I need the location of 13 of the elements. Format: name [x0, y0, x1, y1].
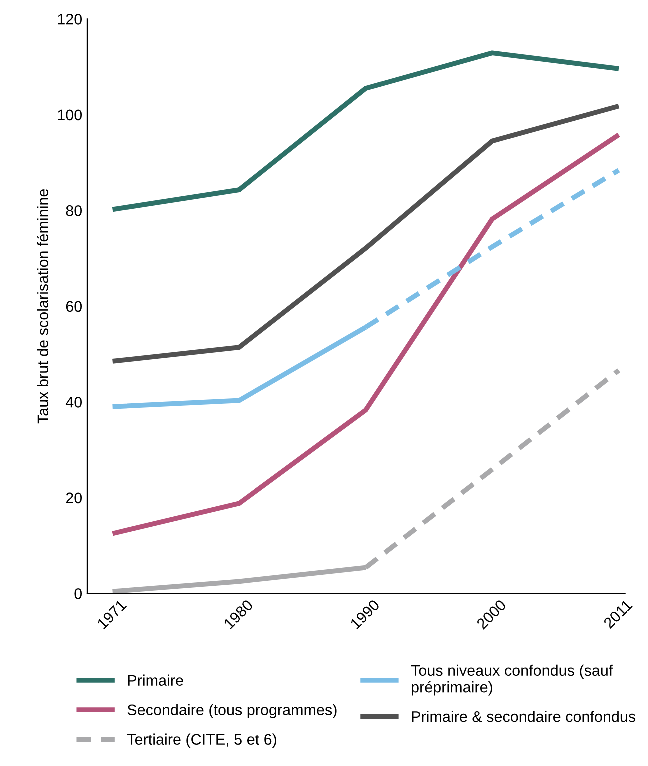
legend-label: Tous niveaux confondus (sauf préprimaire)	[411, 664, 614, 696]
y-axis-title: Taux brut de scolarisation féminine	[37, 189, 49, 424]
y-tick-label: 0	[74, 588, 82, 600]
y-tick-label: 40	[66, 397, 82, 408]
y-tick-label: 60	[66, 301, 82, 312]
y-tick-label: 20	[66, 492, 82, 504]
legend-label: Primaire & secondaire confondus	[412, 711, 636, 722]
y-tick-label: 80	[66, 206, 82, 216]
y-tick-label: 120	[58, 14, 82, 25]
legend-label: Tertiaire (CITE, 5 et 6)	[127, 734, 276, 748]
legend-label: Secondaire (tous programmes)	[128, 704, 337, 719]
y-tick-label: 100	[58, 110, 82, 121]
legend-label: Primaire	[128, 674, 184, 686]
